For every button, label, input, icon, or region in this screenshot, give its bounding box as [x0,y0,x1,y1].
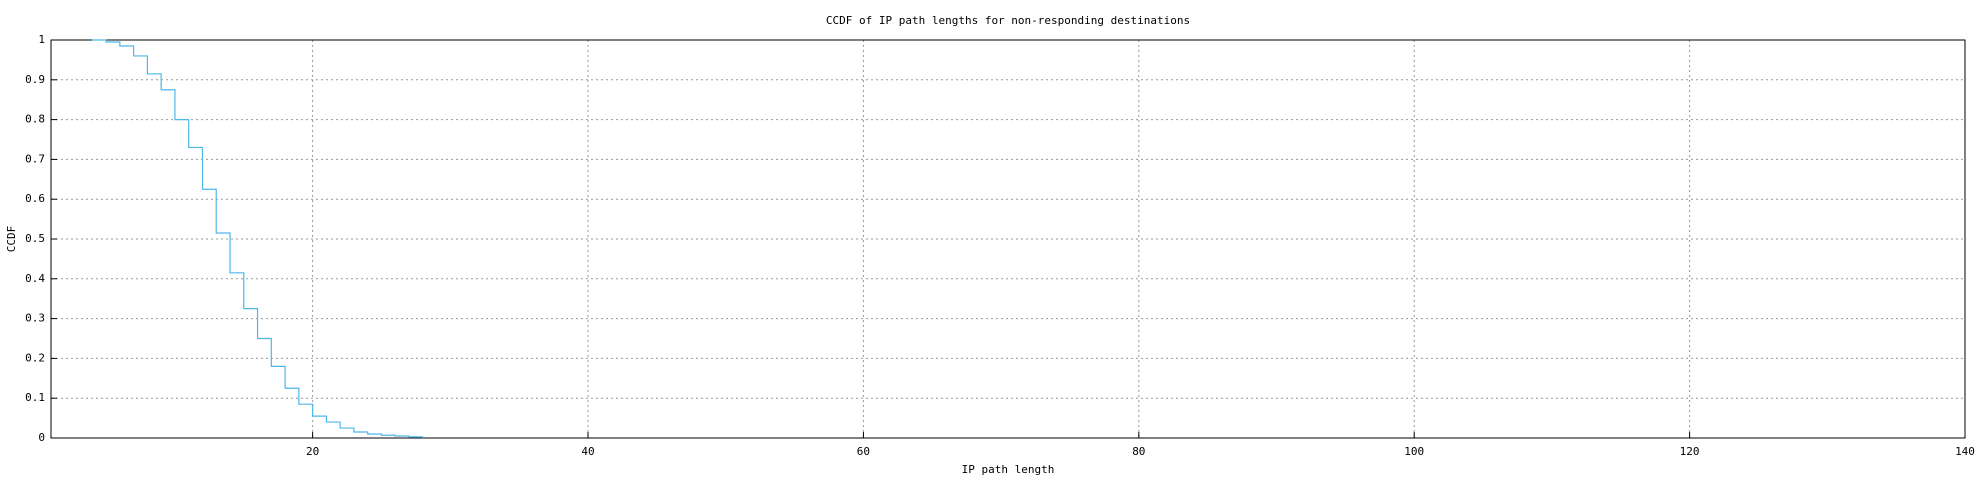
x-tick-label: 40 [581,445,594,458]
x-tick-label: 60 [857,445,870,458]
y-tick-label: 0.6 [25,192,45,205]
y-tick-label: 0.4 [25,272,45,285]
y-tick-label: 0 [38,431,45,444]
step-line [92,39,424,438]
x-tick-label: 140 [1955,445,1975,458]
y-tick-label: 0.1 [25,391,45,404]
y-tick-label: 0.8 [25,113,45,126]
x-tick-label: 100 [1404,445,1424,458]
x-tick-label: 120 [1680,445,1700,458]
y-tick-label: 0.7 [25,152,45,165]
y-tick-label: 0.3 [25,312,45,325]
plot-frame [50,39,1966,439]
y-axis-label: CCDF [5,226,18,253]
y-tick-label: 0.5 [25,232,45,245]
x-tick-label: 20 [306,445,319,458]
y-tick-label: 0.2 [25,351,45,364]
chart-title: CCDF of IP path lengths for non-respondi… [826,14,1190,27]
x-tick-label: 80 [1132,445,1145,458]
y-tick-label: 0.9 [25,73,45,86]
x-axis-label: IP path length [962,463,1055,476]
y-tick-label: 1 [38,33,45,46]
